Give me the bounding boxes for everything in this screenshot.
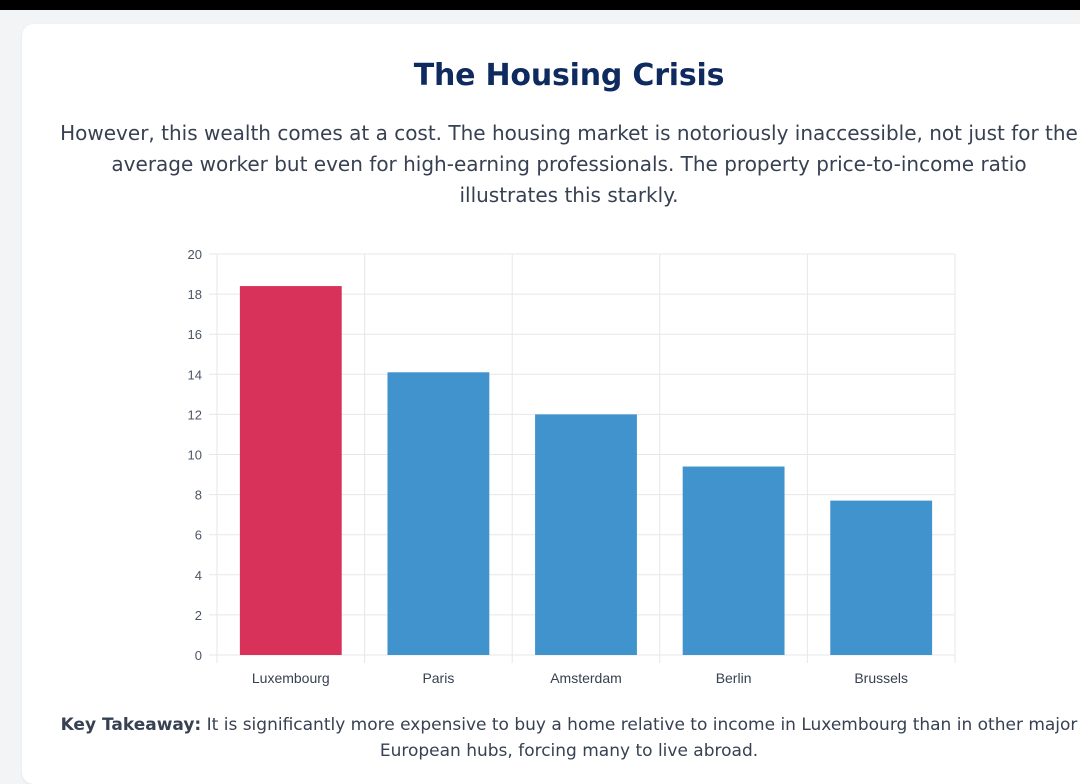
y-tick-label: 2 — [195, 608, 202, 623]
y-tick-label: 10 — [188, 448, 202, 463]
page-title: The Housing Crisis — [413, 58, 725, 93]
bar-paris[interactable] — [387, 372, 490, 655]
y-axis-ticks: 0 2 4 6 8 10 12 14 16 18 20 — [188, 247, 202, 663]
key-takeaway: Key Takeaway: It is significantly more e… — [60, 712, 1078, 764]
top-strip — [0, 0, 1080, 10]
bar-brussels[interactable] — [830, 500, 933, 655]
y-tick-label: 4 — [195, 568, 202, 583]
x-tick-label: Paris — [422, 670, 454, 686]
content-card — [22, 24, 1080, 784]
bar-amsterdam[interactable] — [535, 414, 637, 655]
x-axis-ticks: Luxembourg Paris Amsterdam Berlin Brussels — [252, 670, 908, 686]
y-tick-label: 20 — [188, 247, 202, 262]
bar-luxembourg[interactable] — [239, 286, 342, 655]
y-tick-label: 12 — [188, 407, 202, 422]
chart-bars — [239, 286, 933, 655]
y-tick-label: 0 — [195, 648, 202, 663]
bar-berlin[interactable] — [682, 466, 785, 655]
y-tick-label: 6 — [195, 528, 202, 543]
x-tick-label: Luxembourg — [252, 670, 330, 686]
y-tick-label: 14 — [188, 367, 202, 382]
takeaway-text: It is significantly more expensive to bu… — [201, 715, 1078, 761]
intro-paragraph: However, this wealth comes at a cost. Th… — [60, 121, 1078, 207]
takeaway-label: Key Takeaway: — [60, 715, 202, 735]
y-tick-label: 16 — [188, 327, 202, 342]
x-tick-label: Brussels — [854, 670, 908, 686]
y-tick-label: 8 — [195, 488, 202, 503]
price-to-income-chart: 0 2 4 6 8 10 12 14 16 18 20 Luxembourg Paris Amsterd… — [188, 247, 956, 686]
x-tick-label: Amsterdam — [550, 670, 622, 686]
y-tick-label: 18 — [188, 287, 202, 302]
x-tick-label: Berlin — [716, 670, 752, 686]
